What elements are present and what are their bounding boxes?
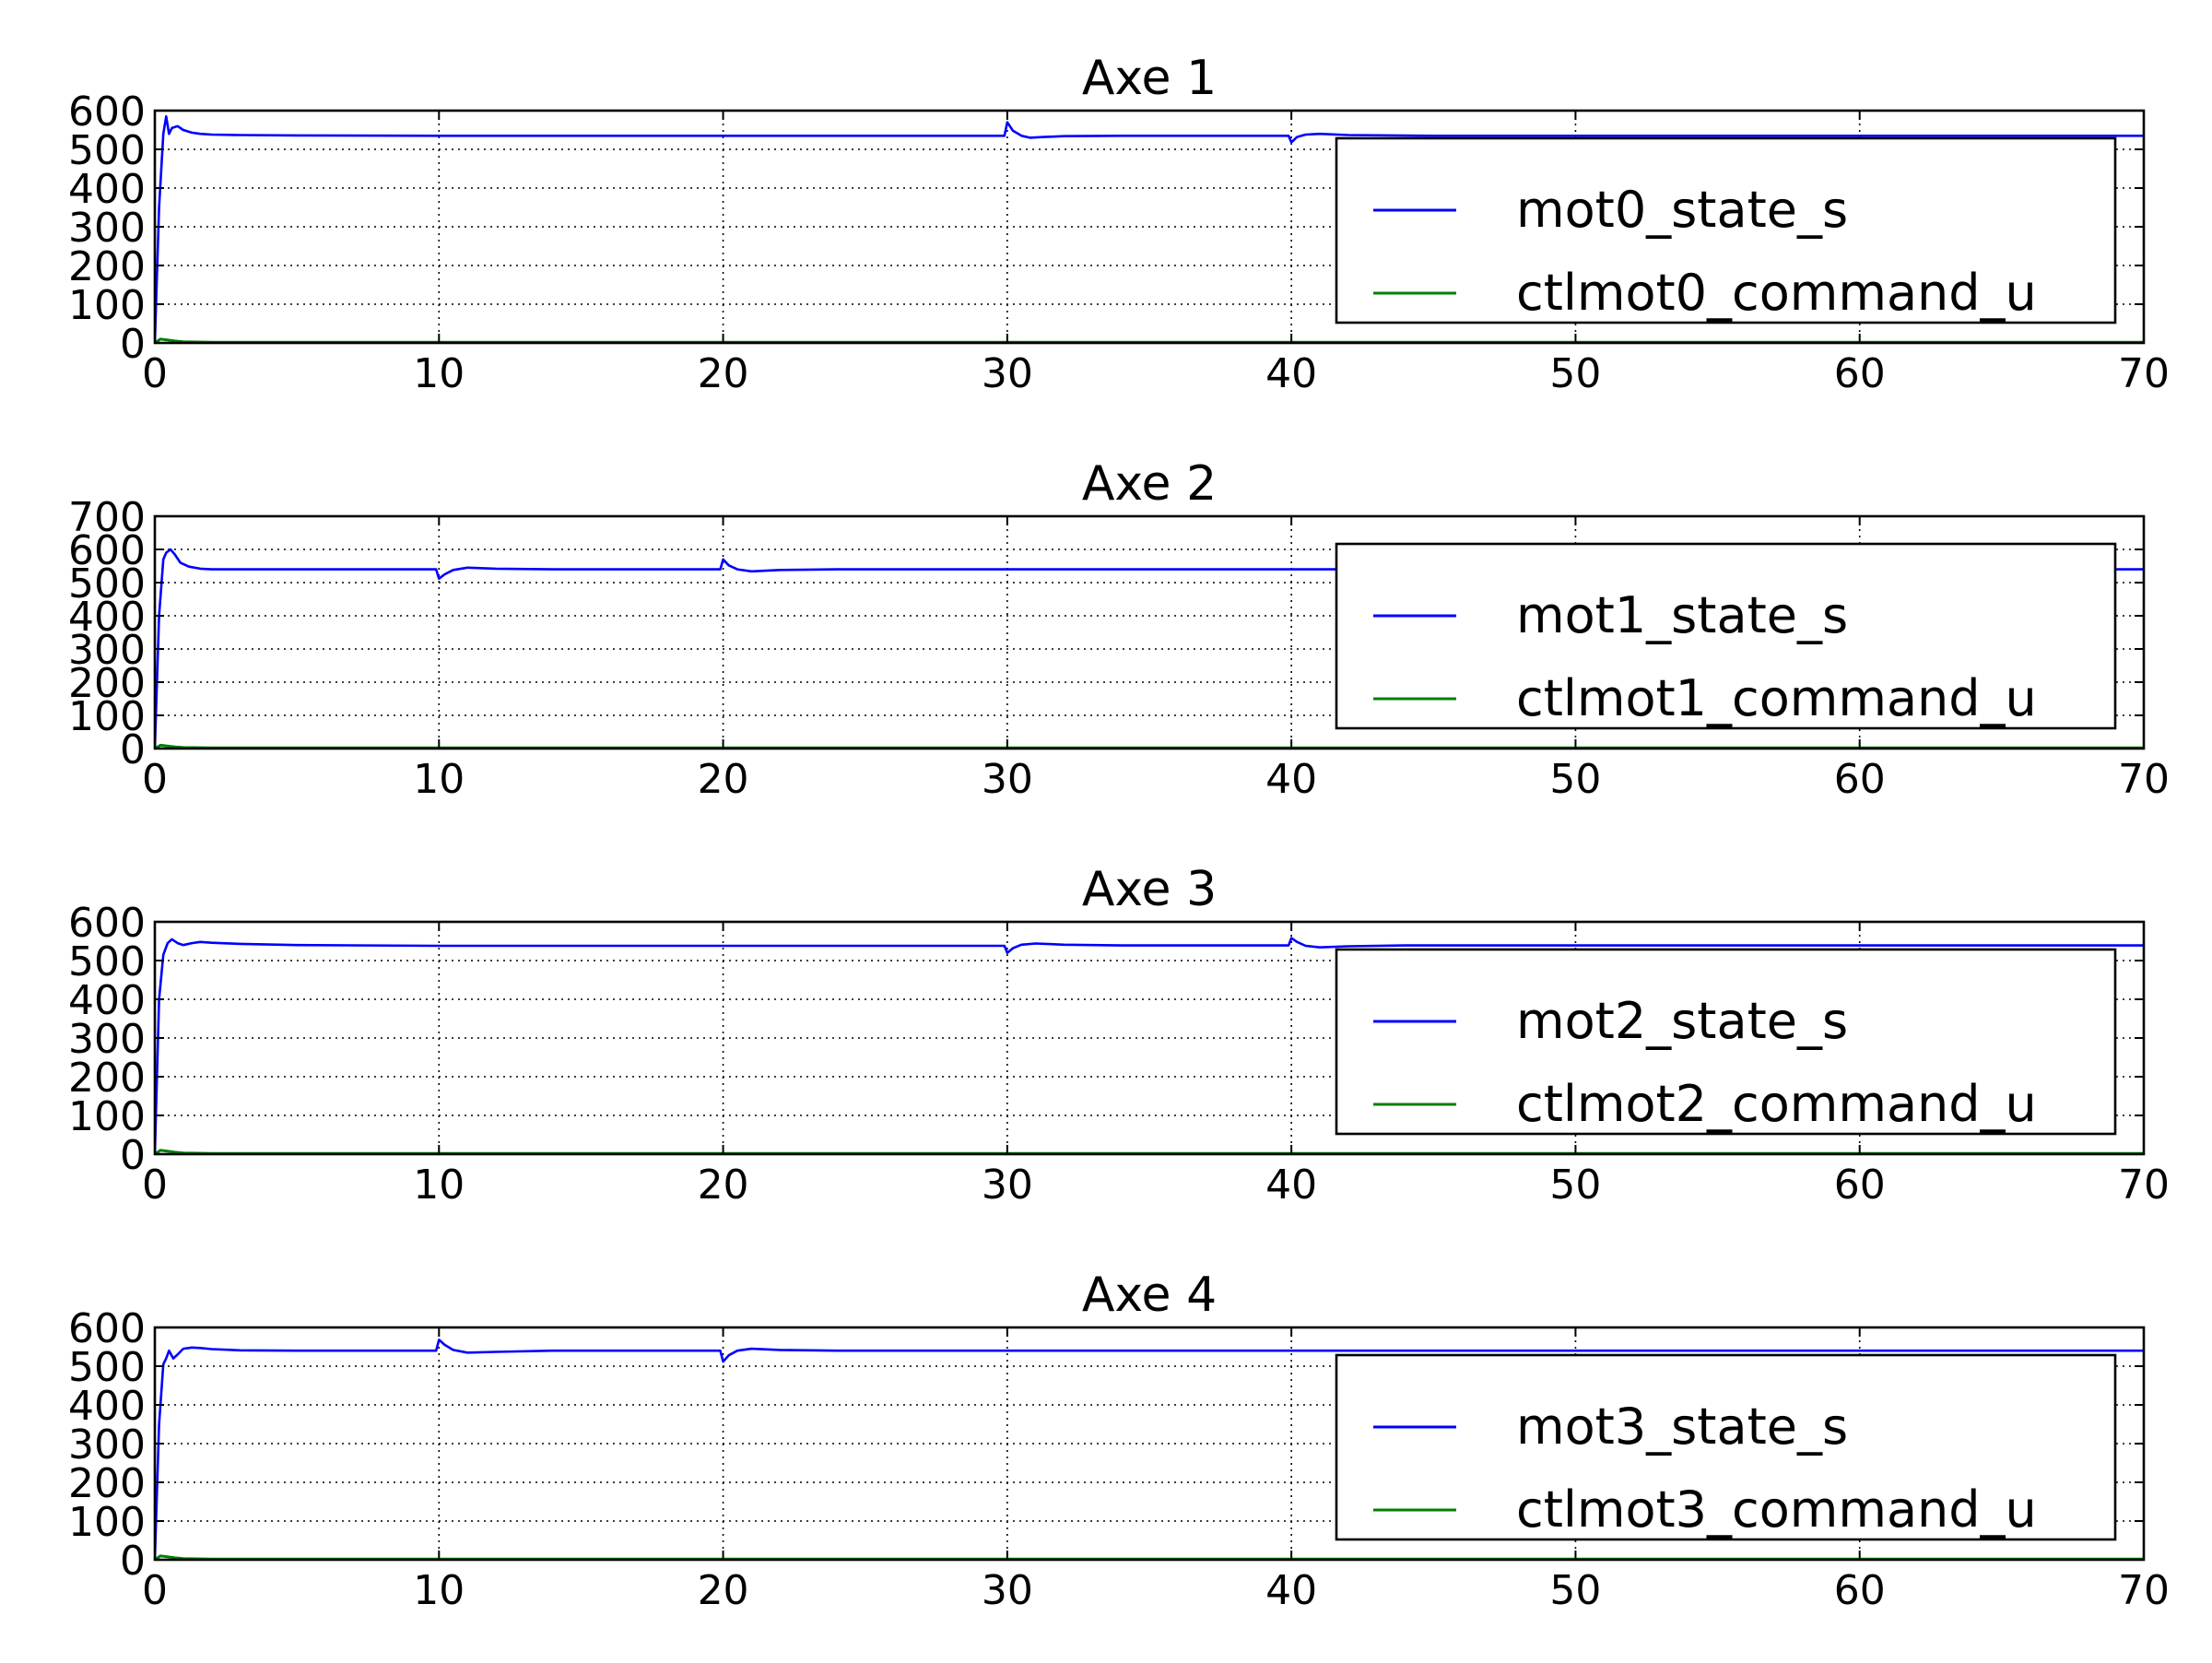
y-tick-label: 300 xyxy=(68,1421,146,1468)
x-tick-label: 60 xyxy=(1834,756,1886,803)
x-tick-label: 40 xyxy=(1265,1162,1317,1209)
series-line-mot2_state_s xyxy=(155,937,2144,1154)
x-tick-label: 20 xyxy=(698,756,749,803)
axes-frame-2 xyxy=(153,514,2146,750)
x-tick-label: 40 xyxy=(1265,1567,1317,1614)
x-tick-label: 50 xyxy=(1549,756,1601,803)
x-tick-label: 50 xyxy=(1549,1567,1601,1614)
legend-1: mot0_state_s ctlmot0_command_u xyxy=(1335,136,2117,324)
legend-2: mot1_state_s ctlmot1_command_u xyxy=(1335,542,2117,730)
legend-label: ctlmot2_command_u xyxy=(1516,1075,2037,1133)
x-tick-label: 30 xyxy=(982,1162,1033,1209)
y-tick-label: 500 xyxy=(68,127,146,174)
legend-4: mot3_state_s ctlmot3_command_u xyxy=(1335,1353,2117,1541)
legend-label: mot3_state_s xyxy=(1516,1398,1848,1456)
x-tick-label: 0 xyxy=(142,1567,168,1614)
x-tick-label: 20 xyxy=(698,1162,749,1209)
series-line-mot3_state_s xyxy=(155,1339,2144,1560)
y-tick-label: 100 xyxy=(68,1499,146,1546)
x-tick-label: 20 xyxy=(698,1567,749,1614)
chart-title: Axe 2 xyxy=(1082,456,1217,512)
y-tick-label: 200 xyxy=(68,660,146,707)
y-tick-label: 600 xyxy=(68,1305,146,1352)
legend-label: ctlmot0_command_u xyxy=(1516,264,2037,322)
x-tick-label: 50 xyxy=(1549,350,1601,397)
x-tick-label: 10 xyxy=(413,1162,465,1209)
chart-title: Axe 3 xyxy=(1082,862,1217,917)
x-tick-label: 10 xyxy=(413,350,465,397)
panel-2: 0 10 20 30 40 50 60 700100200300400500600700Axe… xyxy=(68,456,2170,803)
x-tick-label: 60 xyxy=(1834,1162,1886,1209)
x-tick-label: 60 xyxy=(1834,350,1886,397)
x-tick-label: 10 xyxy=(413,756,465,803)
y-tick-label: 600 xyxy=(68,527,146,574)
y-tick-label: 200 xyxy=(68,1460,146,1507)
y-tick-label: 0 xyxy=(120,726,146,773)
y-tick-label: 200 xyxy=(68,243,146,290)
series-line-mot0_state_s xyxy=(155,115,2144,343)
legend-label: ctlmot3_command_u xyxy=(1516,1480,2037,1539)
y-tick-label: 500 xyxy=(68,560,146,607)
y-tick-label: 600 xyxy=(68,88,146,136)
x-tick-label: 70 xyxy=(2118,1162,2170,1209)
x-tick-label: 70 xyxy=(2118,350,2170,397)
x-tick-label: 70 xyxy=(2118,756,2170,803)
legend-label: mot0_state_s xyxy=(1516,181,1848,239)
chart-title: Axe 1 xyxy=(1082,51,1217,106)
y-tick-label: 100 xyxy=(68,1093,146,1140)
x-tick-label: 30 xyxy=(982,350,1033,397)
y-tick-label: 300 xyxy=(68,1016,146,1063)
y-tick-label: 500 xyxy=(68,1344,146,1391)
x-tick-label: 50 xyxy=(1549,1162,1601,1209)
x-tick-label: 20 xyxy=(698,350,749,397)
y-tick-label: 400 xyxy=(68,1383,146,1430)
x-tick-label: 0 xyxy=(142,350,168,397)
y-tick-label: 700 xyxy=(68,494,146,541)
y-tick-label: 600 xyxy=(68,900,146,947)
y-tick-label: 400 xyxy=(68,977,146,1024)
y-tick-label: 400 xyxy=(68,166,146,213)
x-tick-label: 40 xyxy=(1265,756,1317,803)
legend-box xyxy=(1335,1353,2117,1541)
x-tick-label: 0 xyxy=(142,1162,168,1209)
legend-box xyxy=(1335,948,2117,1136)
legend-label: mot1_state_s xyxy=(1516,586,1848,644)
x-tick-label: 30 xyxy=(982,756,1033,803)
y-tick-label: 100 xyxy=(68,693,146,740)
legend-label: mot2_state_s xyxy=(1516,992,1848,1050)
chart-title: Axe 4 xyxy=(1082,1268,1217,1323)
y-tick-label: 500 xyxy=(68,938,146,985)
y-tick-label: 300 xyxy=(68,205,146,252)
x-tick-label: 60 xyxy=(1834,1567,1886,1614)
legend-3: mot2_state_s ctlmot2_command_u xyxy=(1335,948,2117,1136)
y-tick-label: 0 xyxy=(120,1132,146,1179)
y-tick-label: 200 xyxy=(68,1055,146,1102)
y-tick-label: 400 xyxy=(68,594,146,641)
x-tick-label: 70 xyxy=(2118,1567,2170,1614)
x-tick-label: 10 xyxy=(413,1567,465,1614)
y-tick-label: 100 xyxy=(68,282,146,329)
x-tick-label: 40 xyxy=(1265,350,1317,397)
y-tick-label: 0 xyxy=(120,1538,146,1585)
legend-label: ctlmot1_command_u xyxy=(1516,669,2037,727)
legend-box xyxy=(1335,542,2117,730)
series-line-mot1_state_s xyxy=(155,548,2144,749)
x-tick-label: 30 xyxy=(982,1567,1033,1614)
x-tick-label: 0 xyxy=(142,756,168,803)
y-tick-label: 0 xyxy=(120,321,146,368)
legend-box xyxy=(1335,136,2117,324)
y-tick-label: 300 xyxy=(68,627,146,674)
